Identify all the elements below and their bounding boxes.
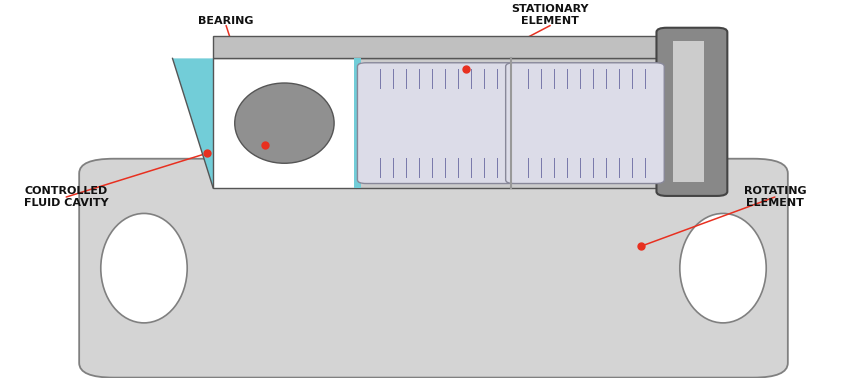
Bar [360,62,662,184]
Text: CONTROLLED
FLUID CAVITY: CONTROLLED FLUID CAVITY [24,186,108,208]
Bar [354,58,361,188]
FancyBboxPatch shape [79,159,788,377]
Text: STATIONARY
ELEMENT: STATIONARY ELEMENT [512,4,589,25]
FancyBboxPatch shape [505,63,664,183]
Bar [213,36,667,58]
Ellipse shape [235,83,334,163]
Bar [213,58,355,188]
FancyBboxPatch shape [656,28,727,196]
Text: ROTATING
ELEMENT: ROTATING ELEMENT [744,186,806,208]
FancyBboxPatch shape [357,63,516,183]
Bar [673,41,704,182]
Ellipse shape [680,213,766,323]
Polygon shape [173,58,355,188]
Text: BEARING: BEARING [199,16,254,25]
Bar [355,58,667,188]
Ellipse shape [101,213,187,323]
